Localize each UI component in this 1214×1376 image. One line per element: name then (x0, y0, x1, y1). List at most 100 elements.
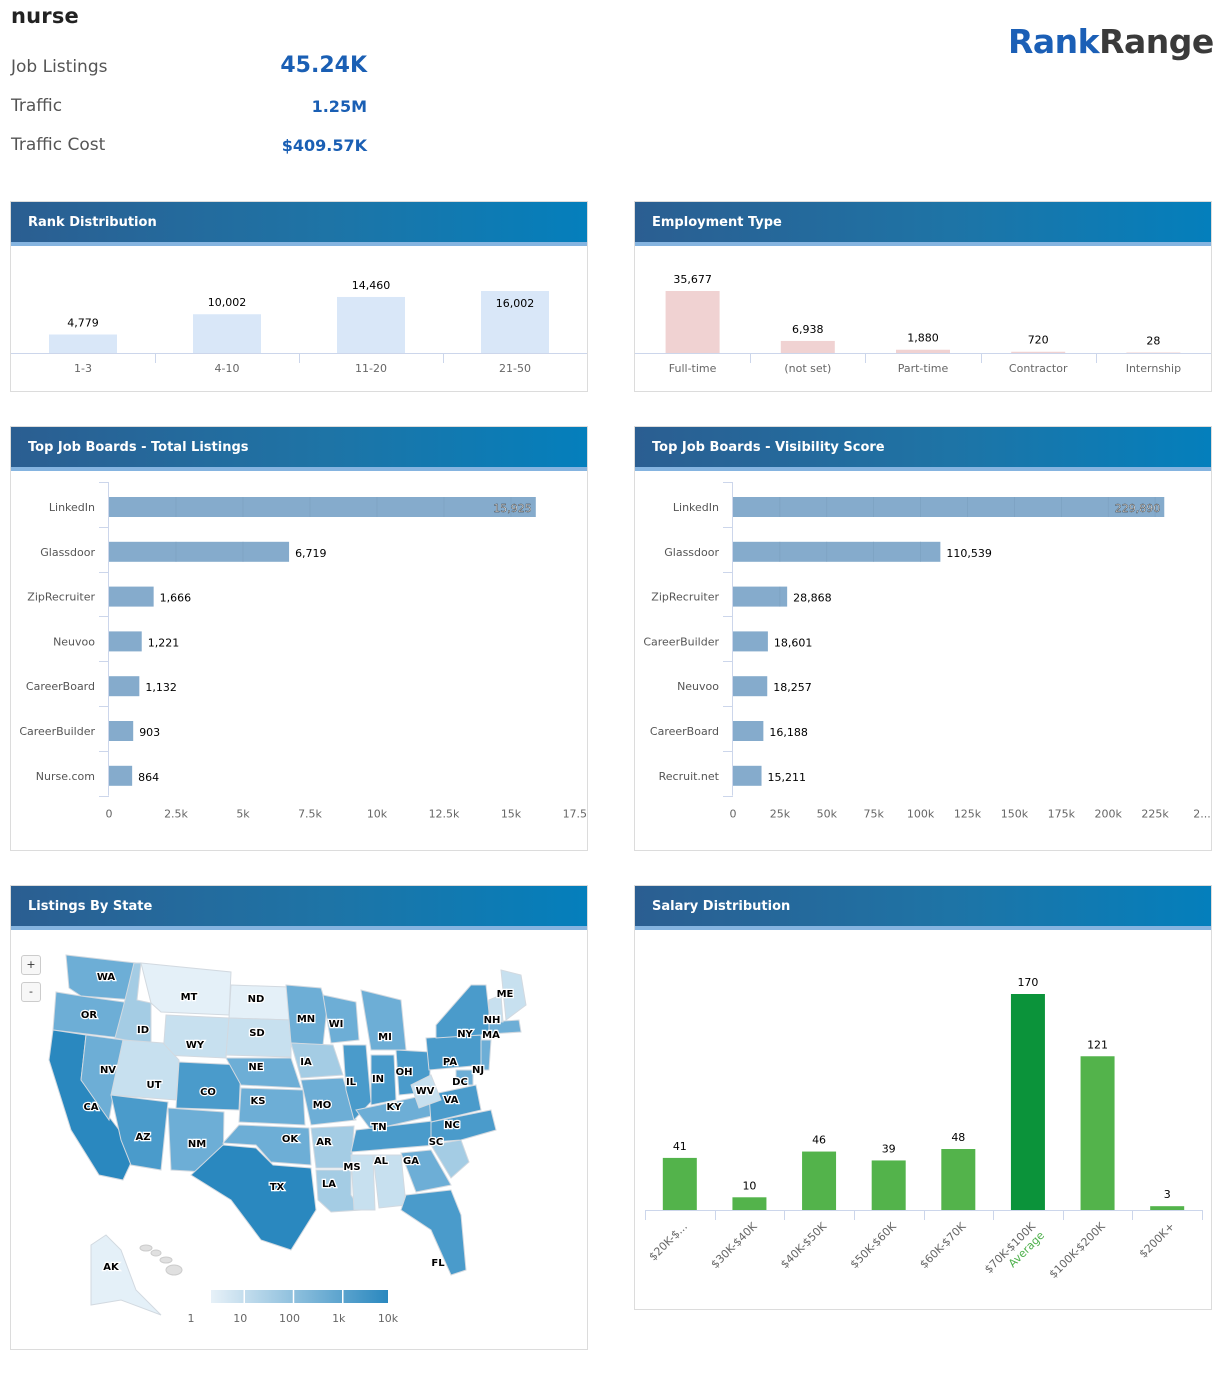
map-zoom-out-button[interactable]: - (21, 982, 41, 1002)
state-dc[interactable] (455, 1069, 474, 1086)
state-label: AL (374, 1156, 389, 1167)
state-sc[interactable] (430, 1139, 470, 1179)
state-me[interactable] (500, 969, 527, 1021)
data-label: 864 (138, 771, 159, 784)
data-label: 16,002 (496, 297, 535, 310)
state-nh[interactable] (488, 994, 504, 1023)
x-tick-label: 7.5k (298, 808, 322, 821)
y-tick-label: LinkedIn (49, 501, 95, 514)
state-id[interactable] (114, 962, 152, 1046)
employment-type-panel: Employment Type 35,677 Full-time 6,938 (not… (634, 201, 1212, 392)
state-ak[interactable] (90, 1234, 162, 1316)
y-tick-label: Neuvoo (53, 635, 95, 648)
state-label: WA (97, 972, 116, 983)
y-tick-label: Neuvoo (677, 680, 719, 693)
y-tick-label: LinkedIn (673, 501, 719, 514)
legend-tick-label: 1k (332, 1312, 346, 1325)
state-ne[interactable] (225, 1057, 302, 1089)
state-co[interactable] (175, 1061, 242, 1111)
state-in[interactable] (370, 1054, 397, 1106)
state-wv[interactable] (410, 1074, 442, 1109)
x-tick-label: 25k (770, 808, 791, 821)
state-tn[interactable] (350, 1119, 442, 1153)
bar (941, 1149, 976, 1210)
state-fl[interactable] (400, 1189, 467, 1276)
state-wa[interactable] (65, 954, 137, 1001)
map-states: WA OR CA NV ID MT WY UT AZ CO NM ND SD NE KS OK TX MN IA MO… (48, 954, 527, 1316)
state-wi[interactable] (322, 994, 360, 1044)
data-label: 170 (1017, 976, 1038, 989)
state-ut[interactable] (110, 1039, 180, 1101)
state-ms[interactable] (350, 1154, 376, 1211)
bar (109, 586, 154, 607)
data-label: 28,868 (793, 592, 832, 605)
state-az[interactable] (110, 1094, 169, 1171)
x-tick-label: $100K-$200K (1047, 1219, 1109, 1281)
state-wy[interactable] (162, 1014, 230, 1059)
y-tick-label: ZipRecruiter (651, 591, 719, 604)
state-label: PA (443, 1057, 457, 1068)
keyword-title: nurse (11, 4, 79, 28)
data-label: 903 (139, 726, 160, 739)
bar (780, 340, 835, 353)
state-nj[interactable] (480, 1039, 492, 1071)
x-tick-label: 5k (236, 808, 250, 821)
bar (732, 1197, 767, 1210)
state-label: NM (188, 1139, 206, 1150)
y-tick-label: ZipRecruiter (27, 591, 95, 604)
state-nc[interactable] (430, 1109, 497, 1143)
state-mo[interactable] (300, 1077, 357, 1126)
data-label: 48 (951, 1131, 965, 1144)
bar (733, 631, 768, 652)
stat-value: 45.24K (280, 53, 367, 78)
data-label: 1,132 (145, 681, 177, 694)
data-label: 229,890 (1115, 502, 1161, 515)
state-mt[interactable] (140, 962, 232, 1016)
state-label: IA (300, 1057, 312, 1068)
state-label: NJ (472, 1065, 484, 1076)
state-sd[interactable] (225, 1017, 292, 1058)
data-label: 15,211 (768, 771, 807, 784)
state-hi (165, 1264, 183, 1276)
salary-distribution-panel: Salary Distribution 41 $20K-$... 10 $30K-$4… (634, 885, 1212, 1310)
state-label: ID (137, 1025, 149, 1036)
x-tick-label: 150k (1001, 808, 1029, 821)
x-tick-label: 200k (1095, 808, 1123, 821)
state-ok[interactable] (221, 1124, 312, 1166)
bar (733, 586, 788, 607)
state-ks[interactable] (238, 1087, 306, 1126)
state-mi[interactable] (360, 989, 407, 1051)
state-va[interactable] (428, 1084, 482, 1123)
stat-label: Job Listings (11, 57, 108, 77)
state-label: OK (282, 1134, 300, 1145)
x-tick-label: 17.5k (563, 808, 587, 821)
bar (733, 676, 768, 697)
state-label: DC (452, 1077, 468, 1088)
stat-job-listings: Job Listings 45.24K (11, 52, 371, 91)
bar (733, 497, 1165, 517)
state-ar[interactable] (310, 1125, 355, 1169)
state-mn[interactable] (285, 984, 328, 1046)
x-tick-label: Internship (1126, 362, 1181, 375)
data-label: 39 (882, 1142, 896, 1155)
state-tx[interactable] (190, 1144, 317, 1251)
state-label: VA (444, 1095, 459, 1106)
x-tick-label: 21-50 (499, 362, 531, 375)
y-tick-label: Glassdoor (664, 546, 719, 559)
logo-rank: Rank (1008, 22, 1100, 61)
us-state-map[interactable]: WA OR CA NV ID MT WY UT AZ CO NM ND SD NE KS OK TX MN IA MO… (11, 930, 587, 1345)
logo-ranger: Ranger (1099, 22, 1214, 61)
state-hi (150, 1249, 162, 1257)
state-label: AR (316, 1137, 332, 1148)
map-zoom-in-button[interactable]: + (21, 955, 41, 975)
state-ma[interactable] (488, 1019, 522, 1035)
x-tick-label: (not set) (784, 362, 831, 375)
stat-label: Traffic (11, 96, 63, 116)
bar (896, 349, 950, 353)
bar (109, 541, 290, 562)
state-ga[interactable] (400, 1149, 452, 1193)
state-ia[interactable] (290, 1042, 344, 1079)
data-label: 720 (1028, 334, 1049, 347)
x-tick-label: 225k (1141, 808, 1169, 821)
x-tick-label: 100k (907, 808, 935, 821)
